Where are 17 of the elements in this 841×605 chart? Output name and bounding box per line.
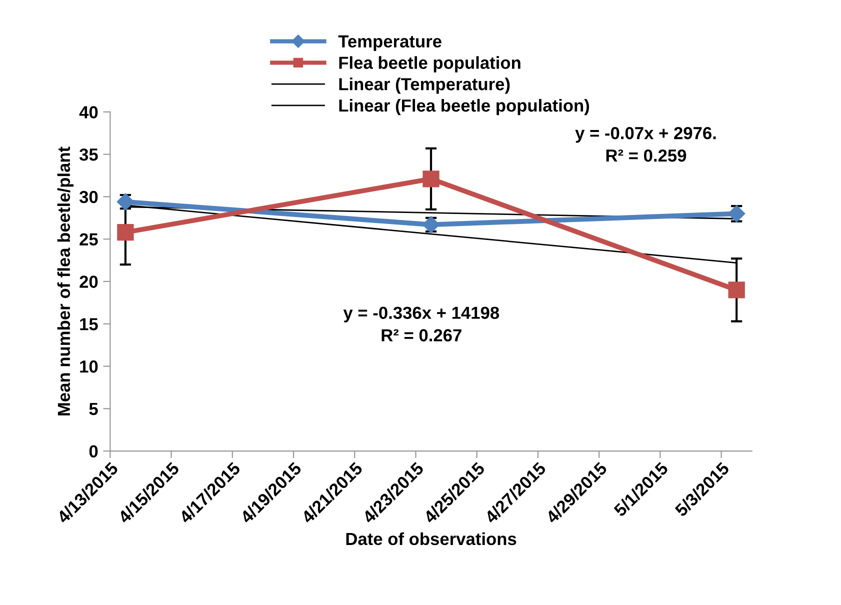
annotation: y = -0.07x + 2976. R² = 0.259 xyxy=(575,126,716,162)
legend-label: Linear (Flea beetle population) xyxy=(339,98,590,116)
y-tick-label: 30 xyxy=(79,190,98,204)
annotation: y = -0.336x + 14198 R² = 0.267 xyxy=(343,306,500,342)
y-tick-label: 15 xyxy=(80,318,98,330)
legend-label: Linear (Temperature) xyxy=(339,78,510,94)
y-axis-title: Mean number of flea beetle/plant xyxy=(57,146,74,416)
y-tick-label: 40 xyxy=(79,106,98,118)
legend-label: Flea beetle population xyxy=(339,56,520,72)
y-tick-label: 5 xyxy=(89,402,98,416)
y-tick-label: 10 xyxy=(80,360,98,373)
y-tick-label: 35 xyxy=(79,148,98,161)
x-axis-title: Date of observations xyxy=(346,532,516,546)
y-tick-label: 25 xyxy=(80,233,98,246)
y-tick-label: 20 xyxy=(80,276,98,288)
legend-label: Temperature xyxy=(338,35,442,51)
y-tick-label: 0 xyxy=(89,445,98,458)
